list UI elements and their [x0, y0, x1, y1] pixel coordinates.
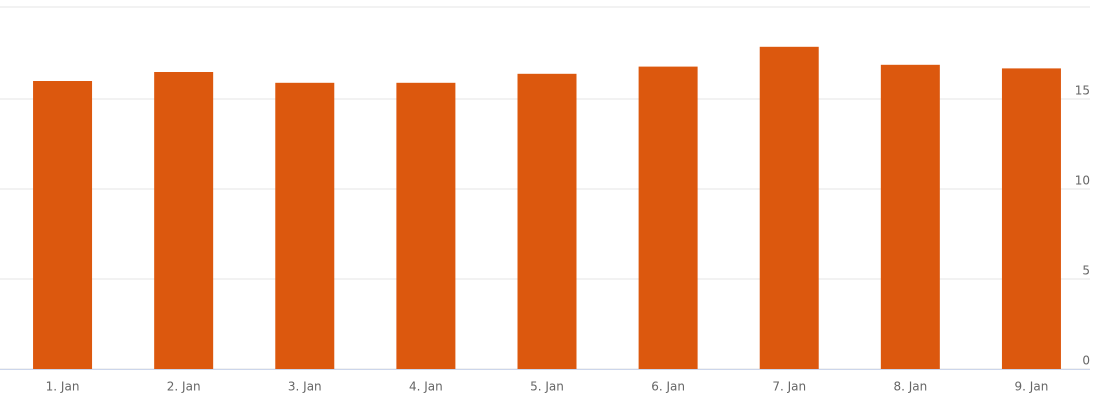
bar [275, 82, 335, 370]
bar [396, 82, 456, 370]
bar [759, 46, 819, 370]
y-tick-label: 0 [1082, 354, 1090, 368]
x-tick-label: 1. Jan [46, 380, 80, 394]
bar [517, 73, 577, 370]
bar [33, 81, 93, 369]
x-tick-label: 2. Jan [167, 380, 201, 394]
x-tick-label: 5. Jan [530, 380, 564, 394]
bar [1001, 68, 1061, 370]
x-tick-label: 7. Jan [772, 380, 806, 394]
y-tick-label: 15 [1075, 84, 1090, 98]
y-tick-label: 5 [1082, 264, 1090, 278]
x-tick-label: 3. Jan [288, 380, 322, 394]
x-tick-label: 8. Jan [893, 380, 927, 394]
bar [880, 64, 940, 370]
x-tick-label: 9. Jan [1015, 380, 1049, 394]
y-tick-label: 10 [1075, 174, 1090, 188]
x-tick-label: 4. Jan [409, 380, 443, 394]
x-tick-label: 6. Jan [651, 380, 685, 394]
bar [638, 66, 698, 369]
bar [154, 72, 214, 369]
